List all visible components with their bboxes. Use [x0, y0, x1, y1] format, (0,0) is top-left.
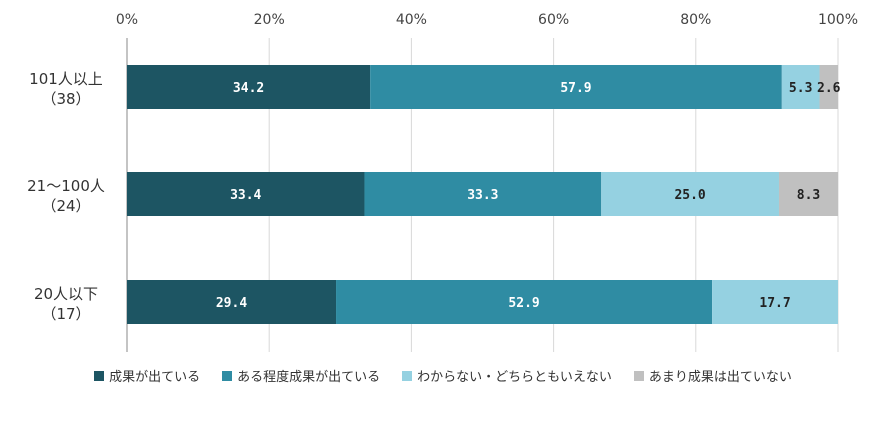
x-tick-label: 80% [680, 12, 711, 28]
bar-segment [712, 280, 838, 324]
bar-segment [127, 65, 371, 109]
legend-swatch [222, 370, 233, 381]
bar-segment [370, 65, 782, 109]
x-tick-label: 0% [116, 12, 138, 28]
legend-label: ある程度成果が出ている [237, 370, 381, 385]
bar-segment [819, 65, 838, 109]
legend-item: ある程度成果が出ている [222, 366, 380, 385]
data-label: 52.9 [508, 296, 539, 311]
legend-swatch [94, 370, 105, 381]
bar-segment [601, 172, 779, 216]
data-label: 33.3 [467, 188, 498, 203]
data-label: 29.4 [216, 296, 247, 311]
x-tick-label: 100% [818, 12, 858, 28]
category-label: 20人以下 [34, 285, 98, 303]
bar-segment [127, 172, 365, 216]
data-label: 2.6 [817, 81, 841, 96]
bar-segment [336, 280, 713, 324]
bar-segment [364, 172, 602, 216]
legend-label: わからない・どちらともいえない [417, 370, 612, 385]
legend-swatch [402, 370, 413, 381]
legend-label: 成果が出ている [109, 370, 201, 385]
legend-swatch [633, 370, 644, 381]
legend-item: わからない・どちらともいえない [402, 366, 612, 385]
data-label: 34.2 [233, 81, 264, 96]
bar-segment [127, 280, 337, 324]
legend-label: あまり成果は出ていない [648, 370, 792, 385]
data-label: 5.3 [789, 81, 812, 96]
x-tick-label: 40% [396, 12, 427, 28]
legend-item: あまり成果は出ていない [633, 366, 792, 385]
bar-segment [778, 172, 838, 216]
category-count: （24） [41, 197, 90, 215]
data-label: 17.7 [759, 296, 790, 311]
data-label: 25.0 [674, 188, 705, 203]
data-label: 33.4 [230, 188, 261, 203]
category-count: （38） [41, 90, 90, 108]
category-count: （17） [41, 305, 90, 323]
data-label: 8.3 [797, 188, 820, 203]
legend-item: 成果が出ている [94, 366, 200, 385]
x-tick-label: 20% [254, 12, 285, 28]
data-label: 57.9 [560, 81, 591, 96]
bar-segment [781, 65, 820, 109]
x-tick-label: 60% [538, 12, 569, 28]
legend: 成果が出ている ある程度成果が出ている わからない・どちらともいえない あまり成果は出… [0, 366, 886, 385]
category-label: 101人以上 [29, 70, 103, 88]
category-label: 21～100人 [27, 177, 105, 195]
